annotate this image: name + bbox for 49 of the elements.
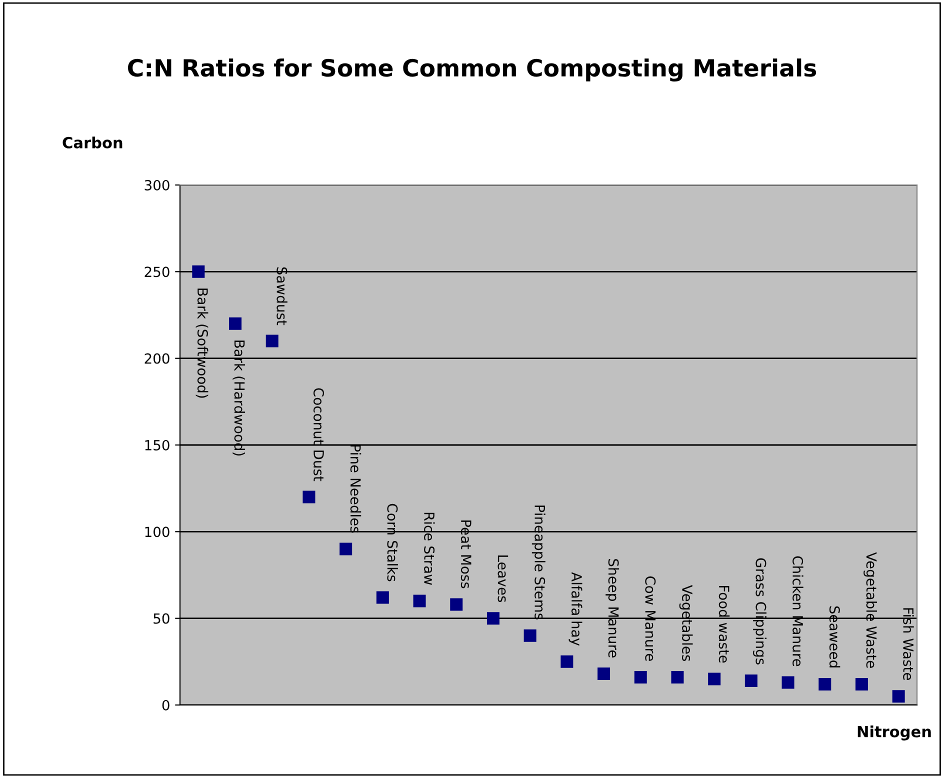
x-axis-title: Nitrogen (858, 726, 931, 740)
y-tick-label: 300 (144, 180, 170, 190)
point (450, 598, 463, 611)
data-label: Vegetables (679, 585, 693, 661)
point (524, 629, 536, 642)
point (302, 490, 316, 504)
data-label: Fish Waste (903, 608, 914, 680)
point (708, 672, 721, 686)
data-label: Sawdust (276, 267, 288, 326)
point (634, 671, 647, 684)
point (192, 265, 205, 278)
y-tick-label: 100 (145, 526, 170, 538)
data-label: Food waste (718, 586, 730, 663)
data-label: Pineapple Stems (532, 506, 546, 620)
chart-title: C:N Ratios for Some Common Composting Materials (128, 58, 816, 82)
point (413, 594, 426, 608)
point (376, 591, 389, 604)
y-axis-title: Carbon (62, 136, 122, 148)
y-tick-label: 150 (145, 440, 170, 450)
y-tick-label: 250 (144, 266, 170, 278)
y-tick-label: 200 (144, 353, 170, 364)
y-tick-label: 50 (154, 613, 170, 624)
point (782, 676, 794, 689)
data-label: Cow Manure (645, 576, 656, 661)
data-label: Leaves (498, 556, 508, 602)
data-label: Corn Stalks (387, 504, 398, 582)
data-label: Bark (Softwood) (196, 288, 208, 398)
point (855, 678, 868, 690)
data-label: Rice Straw (424, 512, 435, 585)
point (229, 317, 242, 330)
point (818, 678, 832, 690)
data-label: Peat Moss (460, 520, 472, 588)
data-label: Vegetable Waste (864, 552, 878, 668)
point (892, 690, 905, 703)
point (671, 671, 684, 684)
point (486, 612, 500, 625)
data-label: Coconut Dust (314, 388, 324, 482)
data-label: Alfalfa hay (568, 572, 582, 646)
point (598, 668, 610, 680)
y-tick-label: 0 (162, 700, 170, 710)
point (560, 655, 574, 668)
data-label: Sheep Manure (606, 559, 620, 658)
point (266, 334, 278, 348)
data-label: Seaweed (829, 606, 840, 668)
point (744, 674, 758, 687)
data-label: Grass Clippings (753, 558, 766, 664)
point (340, 542, 352, 556)
data-label: Bark (Hardwood) (232, 340, 246, 456)
data-label: Chicken Manure (792, 556, 804, 666)
